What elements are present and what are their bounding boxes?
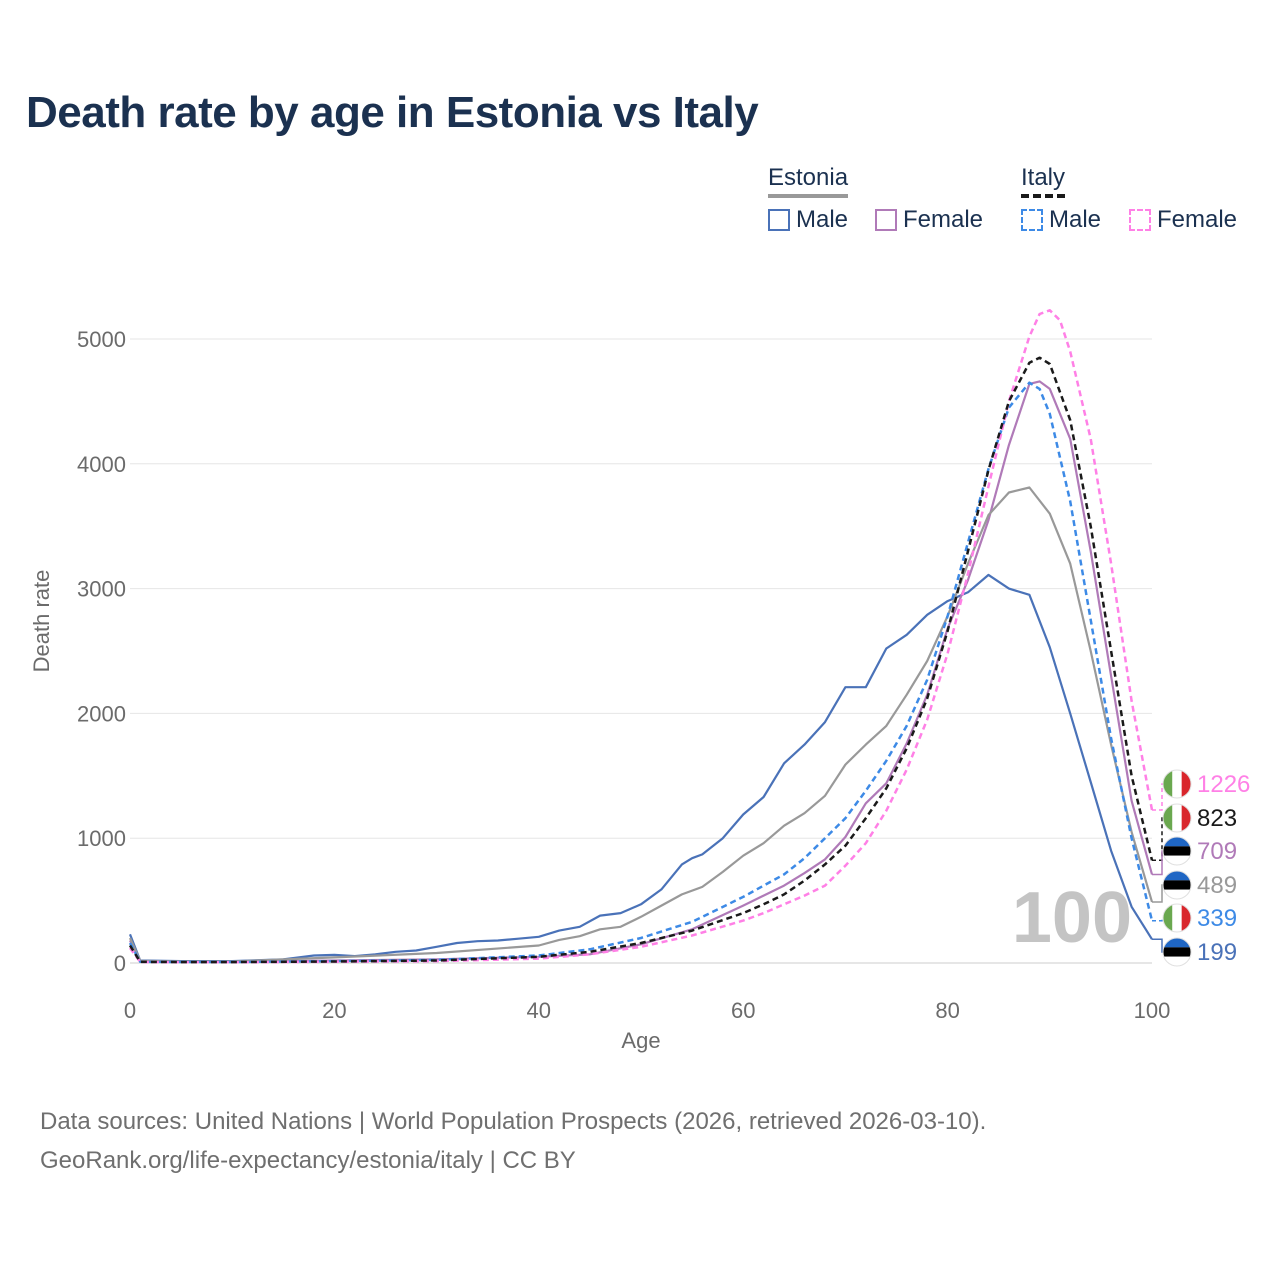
flag-stripe-green <box>1163 770 1173 798</box>
flag-stripe-white <box>1163 855 1191 865</box>
legend-estonia-underline <box>768 194 849 198</box>
flag-stripe-green <box>1163 804 1173 832</box>
legend-estonia-heading: Estonia <box>768 164 849 198</box>
legend-italy-heading: Italy <box>1021 164 1066 198</box>
y-tick-label-3000: 3000 <box>77 577 126 602</box>
flag-ring <box>1162 903 1192 933</box>
y-axis-label: Death rate <box>29 570 54 673</box>
x-tick-label-80: 80 <box>935 998 959 1023</box>
x-tick-label-40: 40 <box>527 998 551 1023</box>
flag-stripe-white <box>1172 804 1182 832</box>
flag-stripe-green <box>1163 904 1173 932</box>
flag-stripe-white <box>1163 956 1191 966</box>
series-line-estonia-female <box>129 380 1154 964</box>
flag-stripe-white <box>1163 889 1191 899</box>
flag-estonia-icon <box>1162 870 1192 900</box>
legend-estonia-female[interactable]: Female <box>875 206 983 234</box>
flag-ring <box>1162 769 1192 799</box>
end-label-italy-male: 339 <box>1197 905 1237 932</box>
flag-body <box>1163 837 1191 865</box>
grid-layer <box>130 338 1152 964</box>
legend-estonia-label: Estonia <box>768 164 849 191</box>
legend-italy-underline <box>1021 194 1066 198</box>
series-line-italy-female <box>128 309 1154 964</box>
y-tick-label-4000: 4000 <box>77 452 126 477</box>
flag-stripe-red <box>1181 770 1191 798</box>
y-tick-label-1000: 1000 <box>77 826 126 851</box>
end-label-italy-total: 823 <box>1197 805 1237 832</box>
legend-estonia-male[interactable]: Male <box>768 206 848 234</box>
legend-italy-male-label: Male <box>1049 206 1102 233</box>
x-axis-label: Age <box>621 1028 660 1053</box>
age-watermark: 100 <box>1012 878 1132 958</box>
y-tick-label-0: 0 <box>114 951 126 976</box>
chart-title: Death rate by age in Estonia vs Italy <box>26 88 759 137</box>
series-line-estonia-male <box>128 573 1153 963</box>
x-tick-label-60: 60 <box>731 998 755 1023</box>
legend-italy-male[interactable]: Male <box>1021 206 1101 234</box>
flag-body <box>1163 770 1191 798</box>
x-tick-label-100: 100 <box>1134 998 1171 1023</box>
legend-swatch-estonia-female <box>875 209 897 231</box>
flag-italy-icon <box>1162 769 1192 799</box>
end-label-estonia-female: 709 <box>1197 838 1237 865</box>
footer-sources: Data sources: United Nations | World Pop… <box>40 1108 987 1135</box>
series-line-italy-total <box>128 356 1154 964</box>
flag-stripe-white <box>1172 770 1182 798</box>
legend-estonia-male-label: Male <box>796 206 849 233</box>
flag-stripe-blue <box>1163 837 1191 847</box>
flag-ring <box>1162 937 1192 967</box>
x-tick-label-0: 0 <box>124 998 136 1023</box>
flag-stripe-blue <box>1163 871 1191 881</box>
end-label-layer: 1226 823 709 489 339 199 <box>1152 769 1250 967</box>
flag-italy-icon <box>1162 803 1192 833</box>
flag-stripe-red <box>1181 904 1191 932</box>
end-label-estonia-total: 489 <box>1197 872 1237 899</box>
legend-swatch-italy-female <box>1129 209 1151 231</box>
series-line-italy-male <box>128 381 1154 964</box>
legend-estonia-female-label: Female <box>903 206 984 233</box>
flag-estonia-icon <box>1162 937 1192 967</box>
legend-italy-female-label: Female <box>1157 206 1238 233</box>
flag-estonia-icon <box>1162 836 1192 866</box>
flag-stripe-blue <box>1163 938 1191 948</box>
legend-italy-female[interactable]: Female <box>1129 206 1237 234</box>
flag-ring <box>1162 836 1192 866</box>
flag-body <box>1163 804 1191 832</box>
flag-body <box>1163 904 1191 932</box>
flag-stripe-black <box>1163 947 1191 957</box>
flag-body <box>1163 938 1191 966</box>
flag-stripe-black <box>1163 846 1191 856</box>
end-connector-italy-female <box>1152 783 1172 811</box>
legend-swatch-estonia-male <box>768 209 790 231</box>
x-tick-label-20: 20 <box>322 998 346 1023</box>
flag-stripe-red <box>1181 804 1191 832</box>
legend-italy-label: Italy <box>1021 164 1066 191</box>
series-line-estonia-total <box>128 486 1154 963</box>
y-tick-label-2000: 2000 <box>77 701 126 726</box>
flag-ring <box>1162 870 1192 900</box>
series-layer <box>128 309 1154 964</box>
flag-italy-icon <box>1162 903 1192 933</box>
footer-attribution[interactable]: GeoRank.org/life-expectancy/estonia/ital… <box>40 1147 576 1174</box>
end-label-estonia-male: 199 <box>1197 939 1237 966</box>
flag-ring <box>1162 803 1192 833</box>
flag-stripe-white <box>1172 904 1182 932</box>
tick-layer: 0 1000 2000 3000 4000 5000 0 20 40 60 80 100 <box>77 327 1170 1023</box>
y-tick-label-5000: 5000 <box>77 327 126 352</box>
legend-swatch-italy-male <box>1021 209 1043 231</box>
flag-stripe-black <box>1163 880 1191 890</box>
flag-body <box>1163 871 1191 899</box>
end-label-italy-female: 1226 <box>1197 771 1250 798</box>
